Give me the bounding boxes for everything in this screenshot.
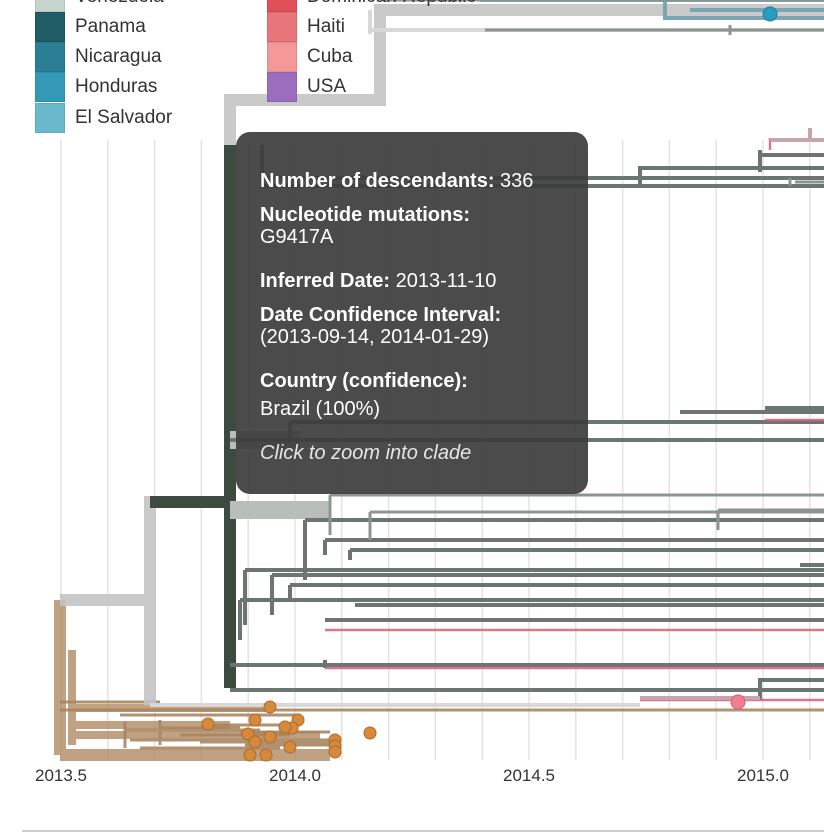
legend-swatch [267, 0, 297, 12]
confidence-interval-value: (2013-09-14, 2014-01-29) [260, 326, 490, 348]
tip-node[interactable] [248, 713, 262, 727]
panel-divider [22, 830, 824, 832]
tip-node[interactable] [263, 700, 277, 714]
legend-swatch [35, 12, 65, 42]
axis-tick-label: 2014.5 [503, 766, 555, 785]
tip-node[interactable] [263, 730, 277, 744]
tip-node[interactable] [363, 726, 377, 740]
tip-node[interactable] [248, 735, 262, 749]
mutations-value: G9417A [260, 226, 334, 248]
legend-item-haiti[interactable]: Haiti [267, 12, 345, 42]
axis-tick-label: 2014.0 [269, 766, 321, 785]
mutations-label: Nucleotide mutations: [260, 204, 471, 226]
legend-label: Dominican Republic [307, 0, 476, 8]
axis-tick-label: 2015.0 [737, 766, 789, 785]
brazil-clade-stem[interactable] [150, 145, 236, 688]
legend-label: USA [307, 76, 347, 97]
legend-item-cuba[interactable]: Cuba [267, 42, 352, 72]
legend-label: El Salvador [75, 107, 173, 128]
legend-label: Cuba [307, 46, 353, 67]
legend-item-honduras[interactable]: Honduras [35, 72, 157, 102]
tip-node[interactable] [278, 720, 292, 734]
root-subbranch[interactable] [68, 650, 320, 745]
legend-item-nicaragua[interactable]: Nicaragua [35, 42, 162, 72]
legend-item-usa[interactable]: USA [267, 72, 346, 102]
tip-node[interactable] [259, 748, 273, 762]
legend-swatch [35, 72, 65, 102]
legend-item-panama[interactable]: Panama [35, 12, 146, 42]
legend-label: Honduras [75, 76, 158, 97]
tip-node[interactable] [730, 694, 746, 710]
legend-item-dominican-republic[interactable]: Dominican Republic [267, 0, 476, 12]
inferred-date-value: 2013-11-10 [395, 270, 497, 292]
confidence-interval-label: Date Confidence Interval: [260, 304, 502, 326]
zoom-clade-hint: Click to zoom into clade [260, 442, 472, 464]
tip-node[interactable] [201, 717, 215, 731]
descendants-value: 336 [500, 170, 534, 192]
clade-tooltip[interactable]: Number of descendants: 336 Nucleotide mu… [236, 132, 588, 494]
legend-swatch [267, 72, 297, 102]
legend-swatch [267, 42, 297, 72]
legend-label: Panama [75, 16, 146, 37]
legend-item-venezuela[interactable]: Venezuela [35, 0, 164, 12]
country-confidence-value: Brazil (100%) [260, 398, 381, 420]
descendants-row: Number of descendants: 336 [260, 170, 588, 192]
legend-swatch [35, 103, 65, 133]
country-confidence-label: Country (confidence): [260, 370, 468, 392]
legend-label: Nicaragua [75, 46, 162, 67]
tip-node[interactable] [328, 745, 342, 759]
inferred-date-row: Inferred Date: 2013-11-10 [260, 270, 588, 292]
tip-node[interactable] [283, 740, 297, 754]
descendants-label: Number of descendants: [260, 170, 495, 192]
subtree-branches-light[interactable] [328, 0, 824, 540]
inferred-date-label: Inferred Date: [260, 270, 391, 292]
tip-node[interactable] [243, 748, 257, 762]
legend-swatch [267, 12, 297, 42]
legend-item-el-salvador[interactable]: El Salvador [35, 103, 172, 133]
legend-label: Venezuela [75, 0, 164, 8]
tree-tips[interactable] [201, 6, 778, 762]
root-branch[interactable] [54, 600, 330, 761]
legend-swatch [35, 42, 65, 72]
tip-node[interactable] [762, 6, 778, 22]
axis-tick-label: 2013.5 [35, 766, 87, 785]
legend-swatch [35, 0, 65, 12]
legend-label: Haiti [307, 16, 346, 37]
